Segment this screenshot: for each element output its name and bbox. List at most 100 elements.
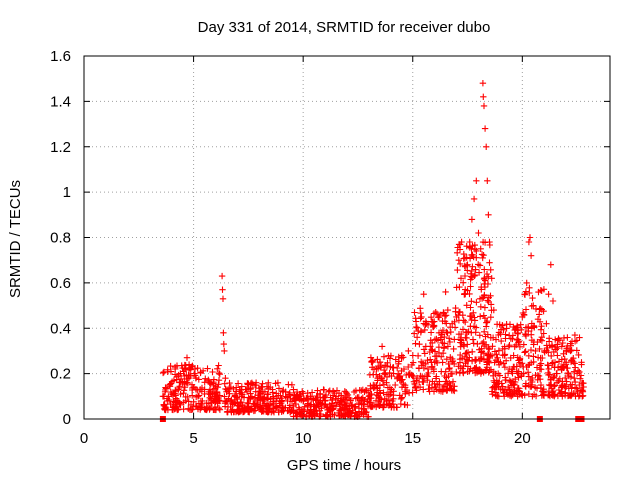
data-point [370,371,377,378]
data-point [326,387,333,394]
data-point [501,364,509,371]
data-point [171,363,179,371]
data-point [424,365,432,373]
data-point [382,369,389,377]
data-point [215,362,222,369]
data-point [504,370,512,377]
data-point [491,348,499,355]
data-point [499,352,506,359]
data-point [278,399,285,407]
data-point [308,389,316,396]
data-point [492,389,500,396]
data-point [404,401,411,409]
data-point [187,366,194,373]
data-point [394,364,401,372]
data-point [418,313,425,321]
data-point [499,322,506,329]
data-point [477,313,484,320]
data-point [555,386,563,394]
data-point [460,250,467,258]
data-point [294,391,301,398]
data-point [564,334,571,341]
data-point [417,305,424,312]
data-point [214,384,221,391]
data-point [531,324,538,331]
data-point [424,357,431,364]
data-point [460,279,467,286]
data-point [511,388,518,395]
data-point [469,336,477,343]
data-point [330,402,338,409]
data-point [382,362,389,369]
data-point [387,363,394,370]
data-point [498,337,505,345]
data-point [481,280,488,288]
data-point [568,338,576,345]
data-point [290,386,297,393]
data-point [480,93,487,100]
data-point [164,406,172,414]
data-point [214,365,221,372]
data-point [545,291,552,298]
data-point [338,398,345,405]
x-axis-label: GPS time / hours [287,457,401,474]
data-point [181,384,189,391]
data-point [308,401,315,408]
data-point [421,326,428,334]
data-point [413,324,421,331]
data-point [349,401,356,408]
data-point [524,369,532,376]
data-point [544,361,551,369]
data-point [536,311,543,318]
data-point [457,260,464,268]
data-point [470,323,478,330]
data-point [322,391,330,399]
data-point [338,392,345,399]
data-point [427,356,434,363]
data-point [557,390,565,397]
data-point [225,395,232,402]
data-point [161,388,169,395]
data-point [417,329,424,336]
data-point [234,380,242,387]
data-point [435,329,443,336]
chart-title: Day 331 of 2014, SRMTID for receiver dub… [198,19,491,36]
data-point [400,365,408,373]
data-point [439,327,447,334]
x-tick-label: 15 [404,430,421,447]
data-point [269,386,276,393]
data-point [534,372,541,379]
data-point [481,304,489,311]
data-point [471,365,478,372]
data-point [396,392,403,399]
data-point [247,395,254,402]
data-point [500,360,507,367]
data-point [527,376,534,384]
data-point [558,343,565,350]
data-point [195,392,203,399]
data-point [427,337,434,344]
data-point [420,291,427,298]
x-tick-label: 20 [514,430,531,447]
data-point [447,385,455,392]
data-point [510,352,517,359]
data-point [441,383,449,391]
data-point [245,400,252,407]
data-point [488,352,496,359]
data-point [481,328,488,335]
data-point [419,359,427,366]
data-point [435,344,443,351]
data-point [508,382,516,389]
axis-ticks: 0 0.2 0.4 0.6 0.8 1 1.2 1.4 1.6 0 5 10 15 20 [50,48,610,447]
data-point [430,388,438,395]
data-point [554,364,562,371]
data-point [511,343,518,350]
y-tick-label: 0.4 [50,320,71,337]
data-point [475,261,482,268]
data-point [162,385,170,392]
data-point [471,271,479,279]
data-point [378,343,386,350]
data-point [434,337,442,344]
data-point [410,372,417,380]
data-point [481,291,488,299]
